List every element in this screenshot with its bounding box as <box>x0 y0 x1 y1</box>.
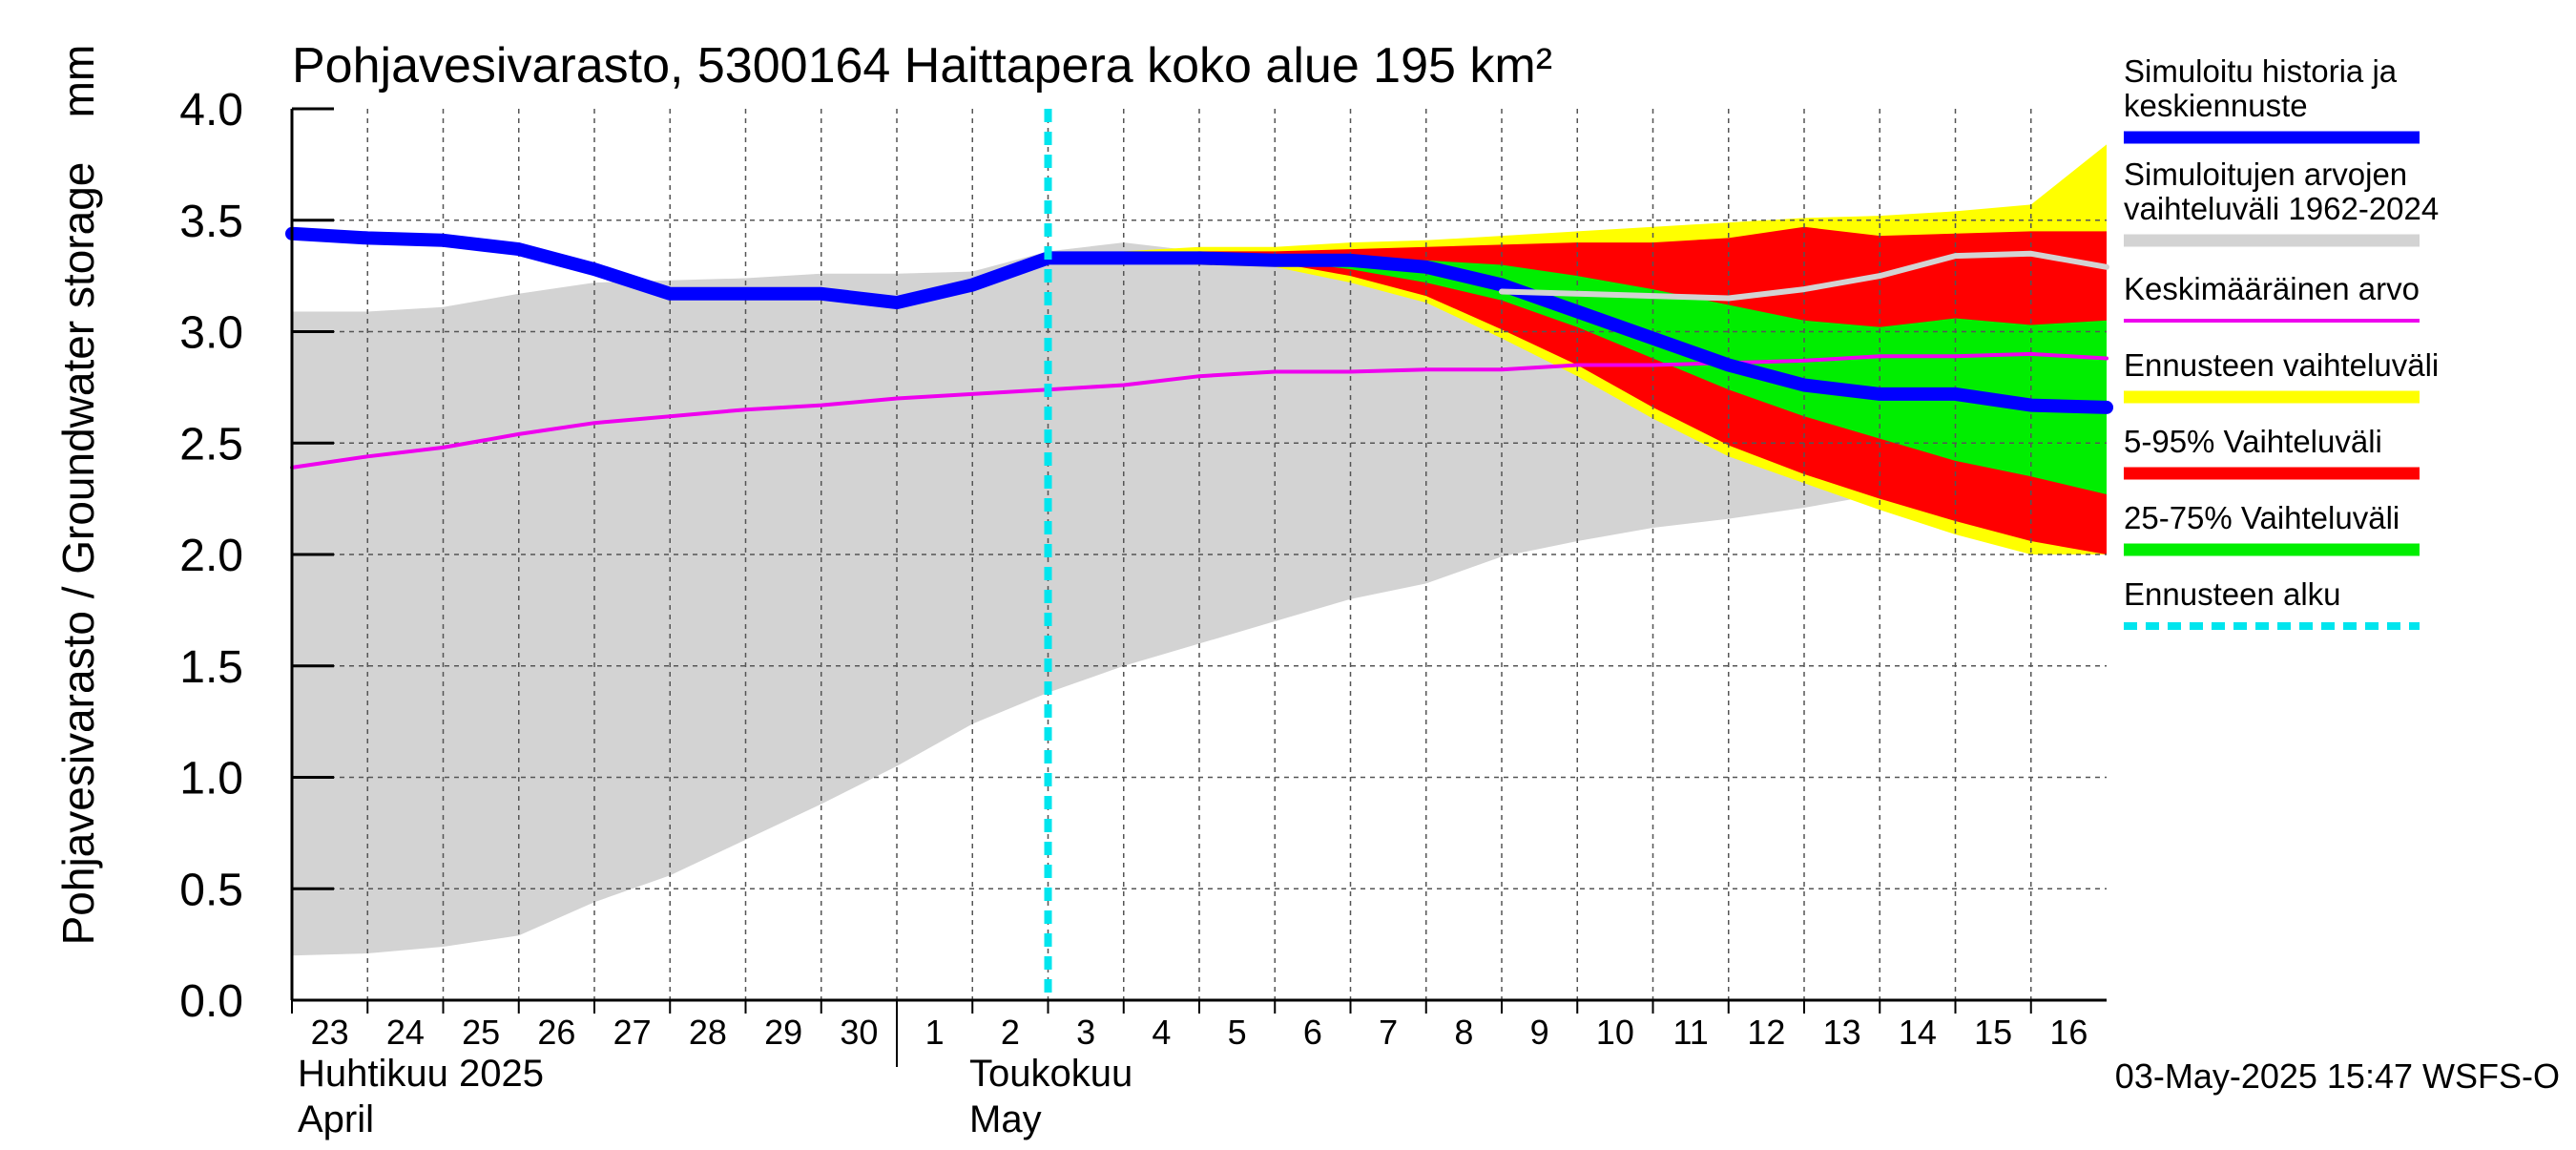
series-line-3 <box>1499 250 2109 302</box>
x-tick-label: 11 <box>1672 1013 1708 1052</box>
x-tick-label: 26 <box>537 1013 575 1052</box>
x-tick-label: 13 <box>1823 1013 1861 1052</box>
y-tick-label: 0.0 <box>179 976 243 1027</box>
y-tick-label: 1.5 <box>179 642 243 693</box>
chart-title: Pohjavesivarasto, 5300164 Haittapera kok… <box>292 38 1552 94</box>
x-tick-label: 30 <box>840 1013 878 1052</box>
x-tick-label: 12 <box>1747 1013 1785 1052</box>
x-tick-label: 23 <box>311 1013 349 1052</box>
y-axis-unit: mm <box>53 45 103 118</box>
legend-label: Keskimääräinen arvo <box>2124 271 2420 306</box>
series-line-2 <box>285 226 2113 414</box>
x-tick-label: 2 <box>1001 1013 1020 1052</box>
y-tick-label: 4.0 <box>179 85 243 136</box>
x-tick-label: 25 <box>462 1013 500 1052</box>
x-tick-label: 8 <box>1454 1013 1473 1052</box>
month-label-fi: Toukokuu <box>969 1053 1132 1095</box>
y-tick-label: 3.0 <box>179 308 243 359</box>
x-tick-label: 14 <box>1899 1013 1937 1052</box>
x-tick-label: 9 <box>1530 1013 1549 1052</box>
legend-label: Simuloitujen arvojen <box>2124 157 2407 192</box>
x-tick-label: 4 <box>1152 1013 1171 1052</box>
month-label-en: May <box>969 1098 1042 1140</box>
x-tick-label: 24 <box>386 1013 425 1052</box>
range-band-4 <box>1123 256 2107 494</box>
legend-label: keskiennuste <box>2124 88 2308 123</box>
x-tick-label: 7 <box>1379 1013 1398 1052</box>
x-tick-label: 5 <box>1228 1013 1247 1052</box>
x-tick-label: 29 <box>764 1013 802 1052</box>
x-tick-label: 6 <box>1303 1013 1322 1052</box>
y-tick-label: 1.0 <box>179 754 243 805</box>
y-tick-label: 2.0 <box>179 531 243 581</box>
x-tick-label: 27 <box>613 1013 652 1052</box>
legend-label: vaihteluväli 1962-2024 <box>2124 191 2439 226</box>
legend-label: 5-95% Vaihteluväli <box>2124 424 2382 459</box>
range-band-3 <box>1123 226 2107 555</box>
x-tick-label: 10 <box>1596 1013 1634 1052</box>
y-tick-label: 2.5 <box>179 419 243 470</box>
series-line-1 <box>290 351 2109 470</box>
month-label-fi: Huhtikuu 2025 <box>298 1053 544 1095</box>
y-tick-label: 3.5 <box>179 197 243 247</box>
x-tick-label: 16 <box>2049 1013 2088 1052</box>
y-axis-label: Pohjavesivarasto / Groundwater storage <box>53 162 103 946</box>
legend-label: Ennusteen alku <box>2124 576 2341 612</box>
legend-label: Ennusteen vaihteluväli <box>2124 347 2439 383</box>
x-tick-label: 28 <box>689 1013 727 1052</box>
month-label-en: April <box>298 1098 374 1140</box>
legend-label: 25-75% Vaihteluväli <box>2124 500 2399 535</box>
x-tick-label: 15 <box>1974 1013 2012 1052</box>
legend-label: Simuloitu historia ja <box>2124 53 2398 89</box>
timestamp: 03-May-2025 15:47 WSFS-O <box>2115 1056 2560 1096</box>
x-tick-label: 3 <box>1076 1013 1095 1052</box>
plot-area: 0.00.51.01.52.02.53.03.54.023 24 25 26 27 28 2… <box>179 85 2113 1140</box>
x-tick-label: 1 <box>925 1013 945 1052</box>
y-tick-label: 0.5 <box>179 865 243 915</box>
